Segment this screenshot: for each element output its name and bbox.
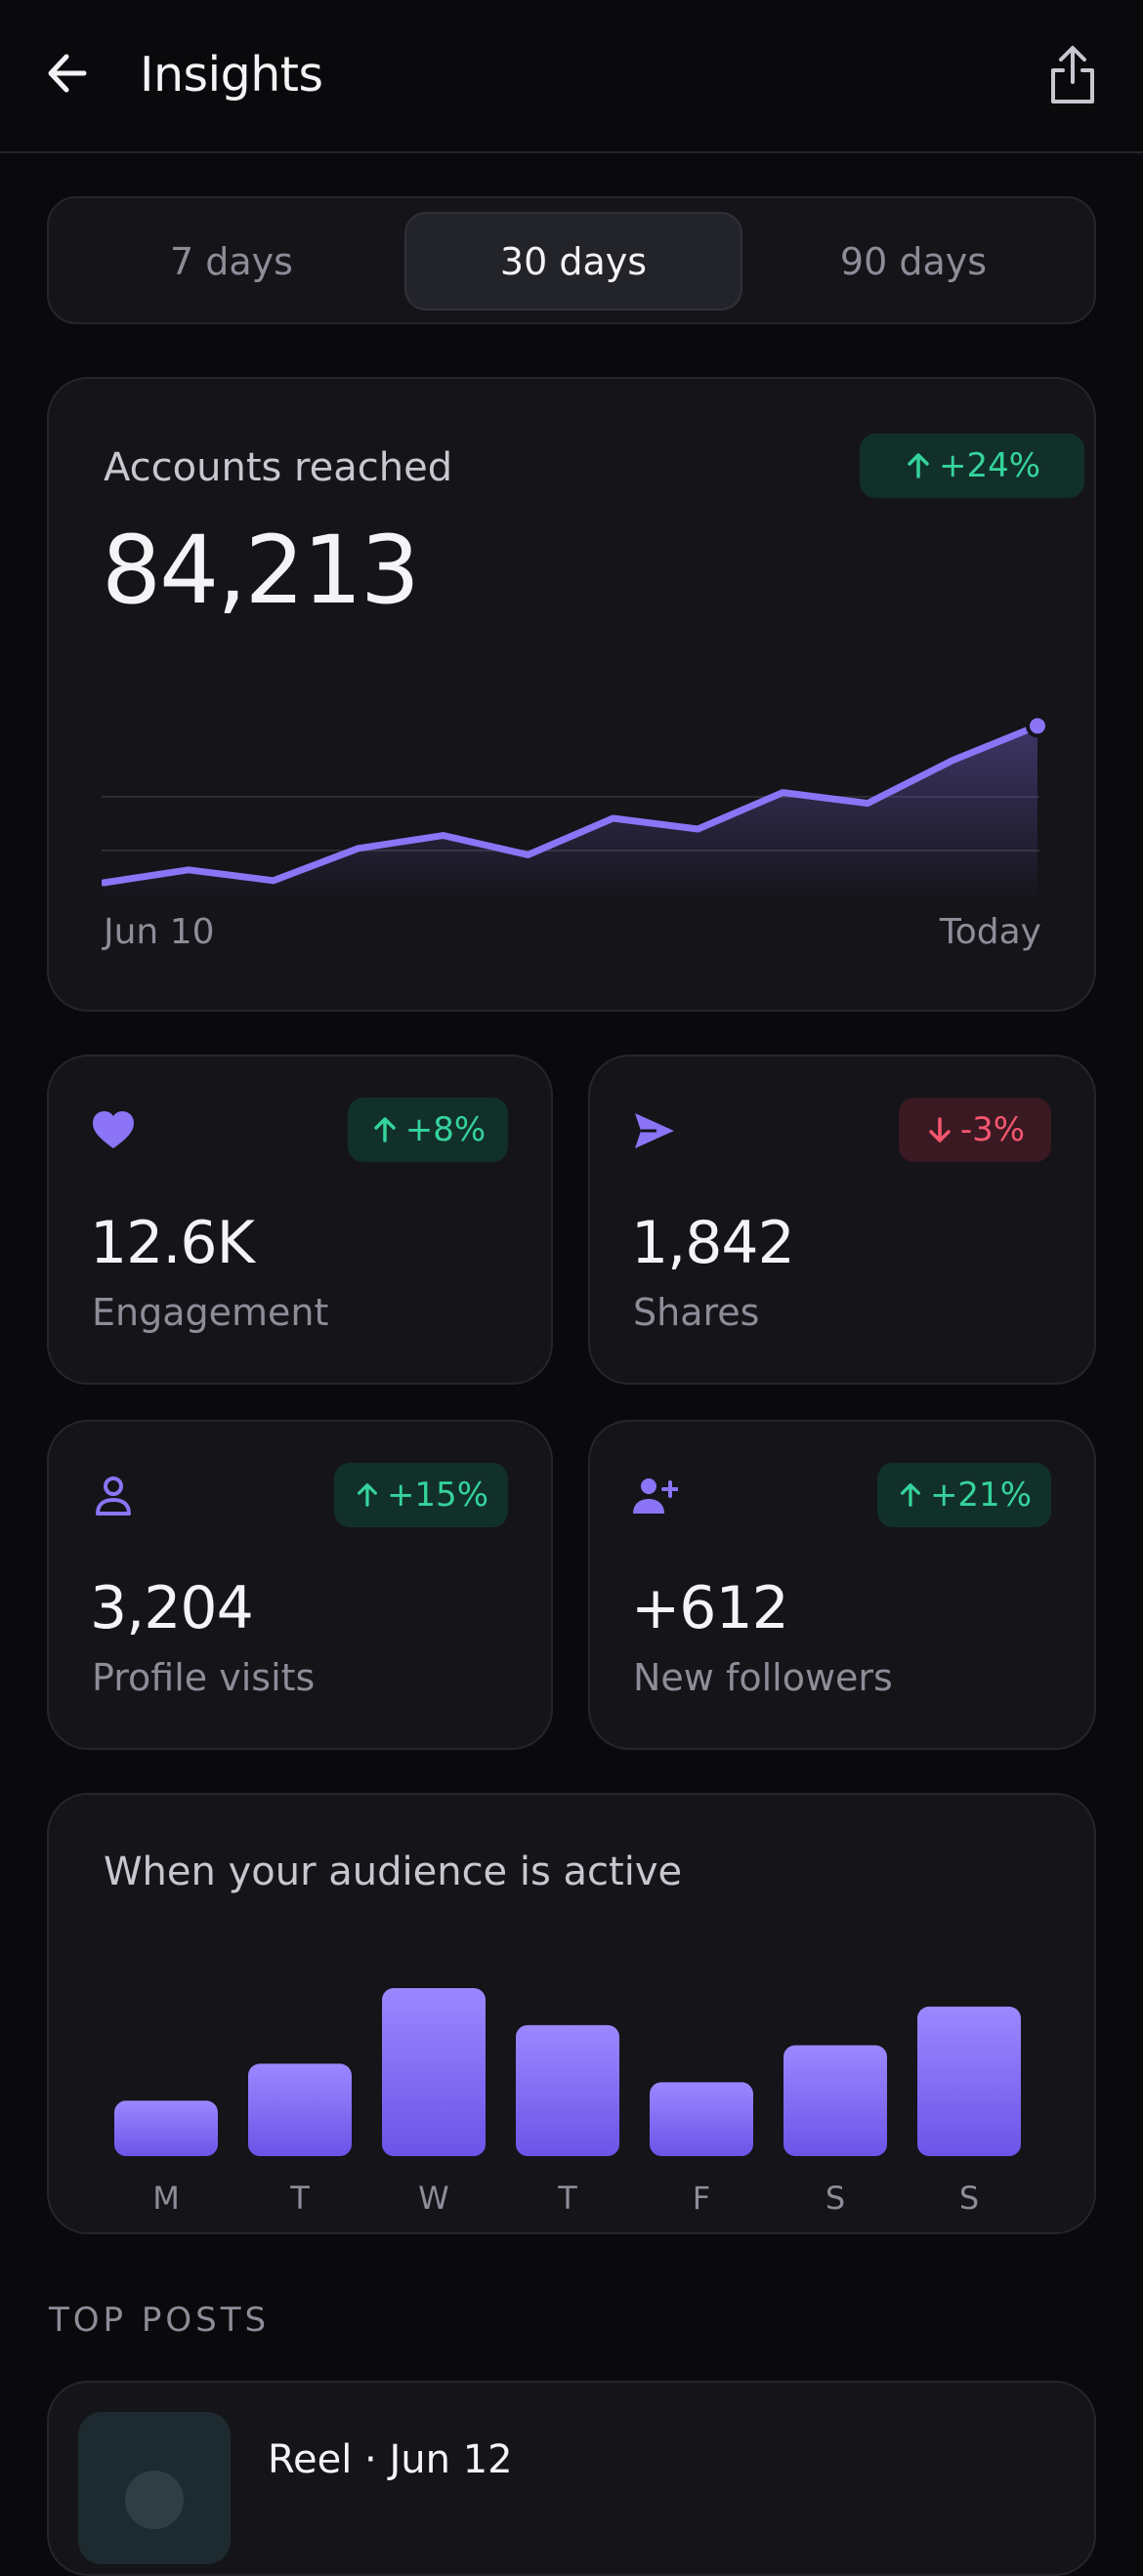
audience-activity-card[interactable]: When your audience is active M T W T F S S <box>47 1793 1096 2234</box>
back-button[interactable] <box>41 44 100 103</box>
user-plus-icon <box>633 1478 678 1514</box>
arrow-up-icon <box>374 1117 396 1143</box>
activity-title: When your audience is active <box>104 1849 683 1894</box>
activity-bar <box>114 2100 218 2156</box>
chart-end-label: Today <box>939 912 1041 952</box>
activity-bar <box>516 2024 619 2156</box>
activity-bar <box>248 2063 352 2156</box>
activity-bar <box>650 2082 753 2156</box>
activity-bar <box>783 2045 887 2156</box>
share-icon <box>1051 46 1094 104</box>
new-followers-card[interactable]: +21% +612 New followers <box>588 1420 1096 1750</box>
reach-card[interactable]: Accounts reached +24% 84,213 Jun 10 Toda… <box>47 377 1096 1012</box>
reach-change-badge: +24% <box>860 434 1084 498</box>
page-title: Insights <box>140 47 323 103</box>
activity-day-label: T <box>289 2180 310 2215</box>
arrow-up-icon <box>900 1483 920 1507</box>
share-button[interactable] <box>1043 43 1102 107</box>
engagement-change-value: +8% <box>404 1110 487 1149</box>
top-posts-heading: TOP POSTS <box>49 2301 271 2340</box>
profile-visits-label: Profile visits <box>92 1656 316 1699</box>
tab-30-days[interactable]: 30 days <box>404 212 742 311</box>
new-followers-label: New followers <box>633 1656 893 1699</box>
profile-visits-value: 3,204 <box>90 1574 254 1642</box>
shares-change-value: -3% <box>959 1110 1026 1149</box>
reach-data-point <box>1026 714 1049 738</box>
post-title: Reel · Jun 12 <box>268 2437 513 2482</box>
activity-day-label: F <box>693 2180 710 2215</box>
send-icon <box>635 1113 674 1148</box>
activity-bar <box>917 2006 1021 2156</box>
activity-day-label: M <box>152 2180 180 2215</box>
engagement-card[interactable]: +8% 12.6K Engagement <box>47 1055 553 1385</box>
user-icon <box>96 1476 131 1516</box>
arrow-left-icon <box>48 54 87 93</box>
shares-label: Shares <box>633 1291 760 1334</box>
profile-visits-change-badge: +15% <box>334 1463 508 1527</box>
chart-start-label: Jun 10 <box>104 912 215 952</box>
engagement-label: Engagement <box>92 1291 329 1334</box>
engagement-value: 12.6K <box>90 1209 255 1277</box>
top-post-item[interactable]: Reel · Jun 12 <box>47 2381 1096 2576</box>
arrow-up-icon <box>908 453 929 478</box>
shares-card[interactable]: -3% 1,842 Shares <box>588 1055 1096 1385</box>
shares-change-badge: -3% <box>899 1098 1051 1162</box>
activity-day-label: T <box>557 2180 577 2215</box>
new-followers-value: +612 <box>631 1574 789 1642</box>
reach-change-value: +24% <box>938 446 1041 485</box>
new-followers-change-value: +21% <box>929 1475 1032 1515</box>
new-followers-change-badge: +21% <box>877 1463 1051 1527</box>
heart-icon <box>93 1111 134 1148</box>
reach-label: Accounts reached <box>104 445 453 490</box>
arrow-down-icon <box>929 1117 951 1143</box>
activity-day-label: W <box>418 2180 449 2215</box>
date-range-selector: 7 days 30 days 90 days <box>47 196 1096 324</box>
activity-day-label: S <box>959 2180 979 2215</box>
profile-visits-card[interactable]: +15% 3,204 Profile visits <box>47 1420 553 1750</box>
reach-series-line <box>102 722 1041 887</box>
top-bar: Insights <box>0 0 1143 153</box>
profile-visits-change-value: +15% <box>386 1475 488 1515</box>
shares-value: 1,842 <box>631 1209 795 1277</box>
reach-value: 84,213 <box>102 516 420 625</box>
tab-90-days[interactable]: 90 days <box>839 239 988 283</box>
activity-bar <box>382 1988 486 2156</box>
reach-line-chart <box>102 714 1049 904</box>
activity-day-label: S <box>826 2180 845 2215</box>
post-thumbnail <box>78 2412 231 2564</box>
engagement-change-badge: +8% <box>348 1098 508 1162</box>
arrow-up-icon <box>357 1483 377 1507</box>
tab-7-days[interactable]: 7 days <box>170 239 293 283</box>
